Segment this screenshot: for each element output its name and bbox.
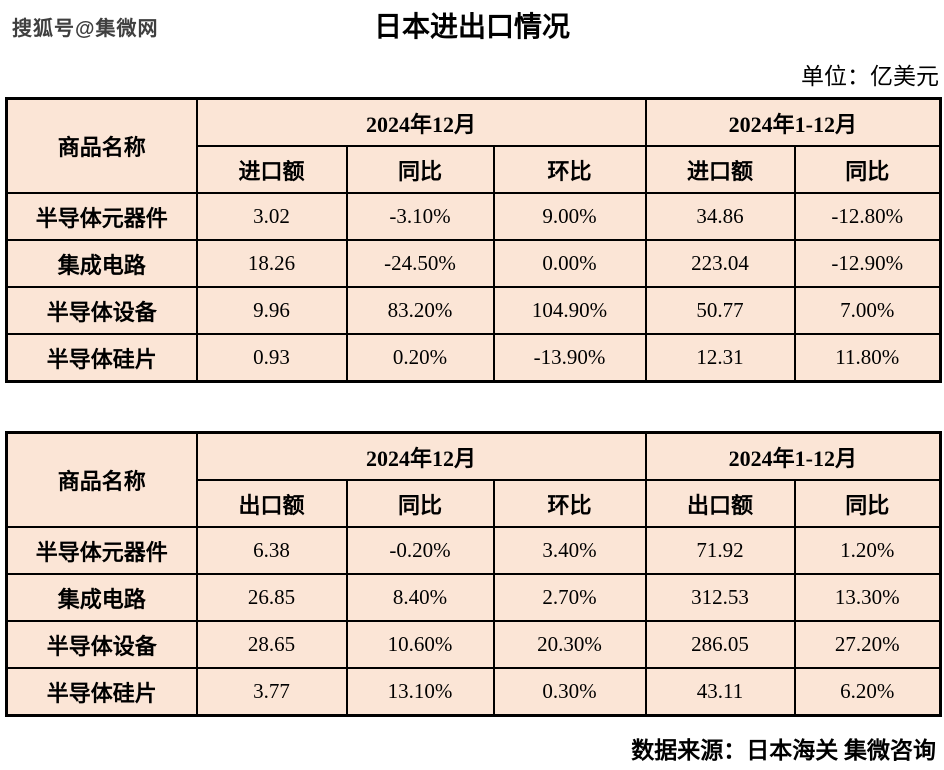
- sub-header: 同比: [345, 145, 495, 194]
- value-cell: 9.96: [195, 286, 348, 335]
- table-row: 半导体硅片 3.77 13.10% 0.30% 43.11 6.20%: [5, 667, 942, 717]
- row-label: 半导体元器件: [5, 192, 198, 241]
- table-row: 半导体设备 28.65 10.60% 20.30% 286.05 27.20%: [5, 620, 942, 669]
- value-cell: 12.31: [644, 333, 796, 383]
- table-row: 半导体硅片 0.93 0.20% -13.90% 12.31 11.80%: [5, 333, 942, 383]
- sub-header: 环比: [492, 479, 647, 528]
- sub-header: 进口额: [195, 145, 348, 194]
- value-cell: 10.60%: [345, 620, 495, 669]
- value-cell: -13.90%: [492, 333, 647, 383]
- value-cell: 34.86: [644, 192, 796, 241]
- value-cell: 223.04: [644, 239, 796, 288]
- row-label: 集成电路: [5, 573, 198, 622]
- value-cell: -3.10%: [345, 192, 495, 241]
- period-header: 2024年12月: [195, 97, 647, 147]
- sub-header: 进口额: [644, 145, 796, 194]
- value-cell: -12.80%: [793, 192, 942, 241]
- value-cell: 28.65: [195, 620, 348, 669]
- value-cell: 7.00%: [793, 286, 942, 335]
- value-cell: 312.53: [644, 573, 796, 622]
- value-cell: 8.40%: [345, 573, 495, 622]
- value-cell: 0.93: [195, 333, 348, 383]
- period-header: 2024年1-12月: [644, 97, 942, 147]
- row-label: 集成电路: [5, 239, 198, 288]
- value-cell: -12.90%: [793, 239, 942, 288]
- value-cell: 43.11: [644, 667, 796, 717]
- value-cell: 11.80%: [793, 333, 942, 383]
- value-cell: 18.26: [195, 239, 348, 288]
- table-row: 半导体元器件 6.38 -0.20% 3.40% 71.92 1.20%: [5, 526, 942, 575]
- import-table: 商品名称 2024年12月 2024年1-12月 进口额 同比 环比 进口额 同比 半导体元器件…: [5, 97, 943, 383]
- table-row: 集成电路 26.85 8.40% 2.70% 312.53 13.30%: [5, 573, 942, 622]
- sub-header: 出口额: [195, 479, 348, 528]
- table-row: 半导体元器件 3.02 -3.10% 9.00% 34.86 -12.80%: [5, 192, 942, 241]
- period-header: 2024年12月: [195, 431, 647, 481]
- sub-header: 同比: [793, 145, 942, 194]
- sub-header: 环比: [492, 145, 647, 194]
- value-cell: 83.20%: [345, 286, 495, 335]
- value-cell: 6.20%: [793, 667, 942, 717]
- value-cell: 3.02: [195, 192, 348, 241]
- export-table: 商品名称 2024年12月 2024年1-12月 出口额 同比 环比 出口额 同比 半导体元器件…: [5, 431, 943, 717]
- value-cell: 3.77: [195, 667, 348, 717]
- sohu-watermark: 搜狐号@集微网: [12, 18, 159, 40]
- sub-header: 出口额: [644, 479, 796, 528]
- value-cell: 3.40%: [492, 526, 647, 575]
- value-cell: 104.90%: [492, 286, 647, 335]
- value-cell: 26.85: [195, 573, 348, 622]
- table-row: 集成电路 18.26 -24.50% 0.00% 223.04 -12.90%: [5, 239, 942, 288]
- period-header: 2024年1-12月: [644, 431, 942, 481]
- value-cell: 286.05: [644, 620, 796, 669]
- row-label: 半导体硅片: [5, 333, 198, 383]
- value-cell: 0.30%: [492, 667, 647, 717]
- data-source: 数据来源：日本海关 集微咨询: [631, 738, 936, 763]
- page-title: 日本进出口情况: [373, 12, 570, 43]
- row-label: 半导体设备: [5, 620, 198, 669]
- value-cell: 2.70%: [492, 573, 647, 622]
- unit-label: 单位：亿美元: [801, 64, 939, 89]
- value-cell: 0.20%: [345, 333, 495, 383]
- row-label: 半导体元器件: [5, 526, 198, 575]
- value-cell: 71.92: [644, 526, 796, 575]
- sub-header: 同比: [345, 479, 495, 528]
- product-name-header: 商品名称: [5, 97, 198, 194]
- value-cell: 13.30%: [793, 573, 942, 622]
- value-cell: 20.30%: [492, 620, 647, 669]
- value-cell: 9.00%: [492, 192, 647, 241]
- value-cell: 13.10%: [345, 667, 495, 717]
- table-row: 半导体设备 9.96 83.20% 104.90% 50.77 7.00%: [5, 286, 942, 335]
- value-cell: -24.50%: [345, 239, 495, 288]
- value-cell: 1.20%: [793, 526, 942, 575]
- value-cell: -0.20%: [345, 526, 495, 575]
- value-cell: 0.00%: [492, 239, 647, 288]
- value-cell: 27.20%: [793, 620, 942, 669]
- value-cell: 6.38: [195, 526, 348, 575]
- value-cell: 50.77: [644, 286, 796, 335]
- row-label: 半导体硅片: [5, 667, 198, 717]
- row-label: 半导体设备: [5, 286, 198, 335]
- sub-header: 同比: [793, 479, 942, 528]
- product-name-header: 商品名称: [5, 431, 198, 528]
